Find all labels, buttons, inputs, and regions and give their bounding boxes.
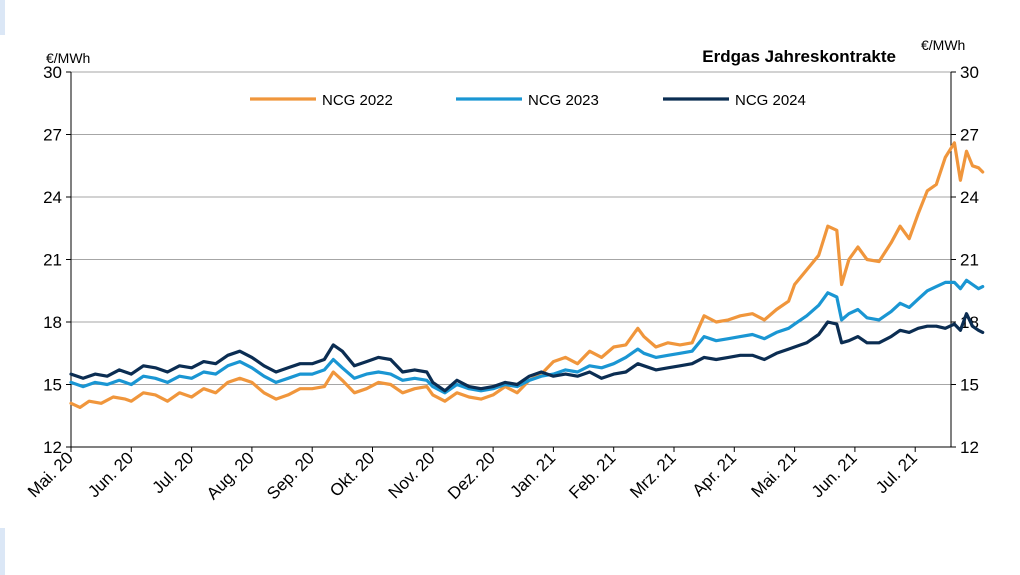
series-line-1 (69, 141, 985, 409)
chart-title: Erdgas Jahreskontrakte (702, 47, 896, 66)
y-axis-unit-left: €/MWh (46, 50, 90, 66)
x-tick-label: Mai. 21 (748, 448, 801, 501)
y-tick-labels-left: 12 15 18 21 24 27 30 (43, 63, 62, 457)
x-tick-label: Dez. 20 (444, 448, 499, 503)
x-tick-label: Jan. 21 (506, 448, 559, 501)
y-tick-label-left: 15 (43, 376, 62, 395)
legend-label-2: NCG 2023 (528, 92, 599, 109)
series-line-2 (69, 278, 985, 395)
y-tick-label-right: 27 (960, 126, 979, 145)
x-tick-label: Okt. 20 (326, 448, 378, 500)
x-tick-label: Sep. 20 (263, 448, 318, 503)
x-tick-label: Mrz. 21 (626, 448, 680, 502)
y-tick-label-right: 21 (960, 251, 979, 270)
x-tick-label: Jun. 21 (808, 448, 861, 501)
x-tick-label: Nov. 20 (385, 448, 439, 502)
series-line-3 (69, 312, 985, 393)
x-tick-labels: Mai. 20 Jun. 20 Jul. 20 Aug. 20 Sep. 20 Okt. … (24, 448, 921, 503)
left-accent-bar-top (0, 0, 5, 35)
grid (66, 71, 956, 452)
y-tick-label-left: 21 (43, 251, 62, 270)
y-tick-label-right: 24 (960, 188, 979, 207)
series-lines (69, 141, 985, 409)
x-tick-label: Feb. 21 (565, 448, 619, 502)
y-tick-label-left: 18 (43, 313, 62, 332)
legend-label-1: NCG 2022 (322, 92, 393, 109)
x-tick-label: Apr. 21 (689, 448, 741, 500)
y-tick-label-left: 24 (43, 188, 62, 207)
axes (70, 72, 952, 448)
y-tick-label-left: 30 (43, 63, 62, 82)
left-accent-bar-bottom (0, 528, 5, 575)
y-axis-unit-right: €/MWh (921, 37, 965, 53)
x-tick-label: Jul. 20 (149, 448, 198, 497)
legend-label-3: NCG 2024 (735, 92, 806, 109)
y-tick-label-right: 15 (960, 376, 979, 395)
y-tick-label-left: 27 (43, 126, 62, 145)
y-tick-label-right: 30 (960, 63, 979, 82)
legend: NCG 2022 NCG 2023 NCG 2024 (250, 92, 806, 109)
y-tick-label-right: 12 (960, 438, 979, 457)
x-tick-label: Jun. 20 (84, 448, 137, 501)
x-tick-label: Aug. 20 (203, 448, 258, 503)
x-tick-label: Jul. 21 (872, 448, 921, 497)
y-tick-label-left: 12 (43, 438, 62, 457)
